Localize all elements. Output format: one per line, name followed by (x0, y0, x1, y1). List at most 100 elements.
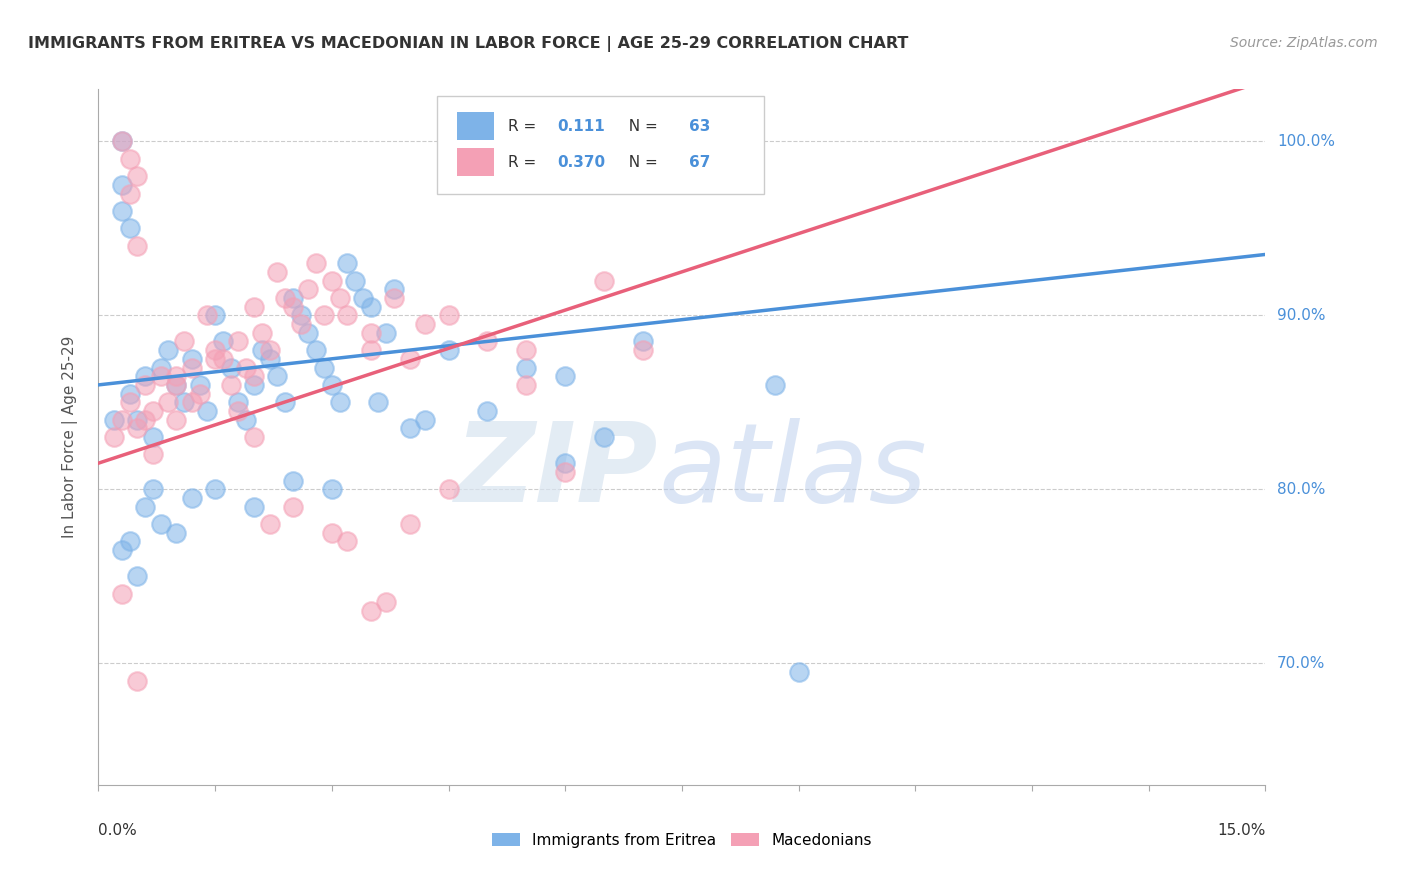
Point (188, 378, 211, 392)
Point (329, 395, 352, 409)
Point (515, 360, 537, 375)
Text: 0.111: 0.111 (557, 119, 605, 134)
Point (250, 343, 273, 358)
Point (593, 430, 616, 444)
Point (398, 517, 420, 532)
Point (127, 673, 149, 688)
Text: ZIP: ZIP (456, 418, 658, 525)
Y-axis label: In Labor Force | Age 25-29: In Labor Force | Age 25-29 (62, 336, 77, 538)
Point (290, 309, 312, 323)
Text: N =: N = (619, 154, 662, 169)
Point (118, 395, 141, 409)
Point (297, 282, 319, 296)
Text: 67: 67 (689, 154, 710, 169)
Legend: Immigrants from Eritrea, Macedonians: Immigrants from Eritrea, Macedonians (486, 827, 877, 854)
Point (321, 525, 343, 540)
Point (281, 291, 304, 305)
Text: 80.0%: 80.0% (1277, 482, 1326, 497)
Point (259, 343, 281, 358)
Point (631, 343, 654, 358)
Point (321, 274, 343, 288)
Point (243, 500, 266, 514)
Point (477, 404, 499, 418)
Point (297, 326, 319, 340)
Point (111, 135, 134, 149)
Point (336, 534, 359, 549)
Point (142, 404, 165, 418)
Point (157, 343, 180, 358)
Point (180, 491, 202, 505)
Point (593, 274, 616, 288)
Point (360, 604, 382, 618)
Point (149, 360, 172, 375)
Point (134, 413, 156, 427)
Point (281, 500, 304, 514)
Point (243, 369, 266, 384)
Point (212, 334, 235, 349)
Point (111, 587, 134, 601)
Point (165, 525, 187, 540)
Point (149, 517, 172, 532)
Text: atlas: atlas (658, 418, 927, 525)
FancyBboxPatch shape (457, 112, 494, 140)
Point (134, 378, 156, 392)
Point (204, 483, 226, 497)
Text: IMMIGRANTS FROM ERITREA VS MACEDONIAN IN LABOR FORCE | AGE 25-29 CORRELATION CHA: IMMIGRANTS FROM ERITREA VS MACEDONIAN IN… (28, 36, 908, 52)
Point (321, 483, 343, 497)
Point (266, 265, 288, 279)
Point (212, 351, 235, 366)
Point (329, 291, 352, 305)
Point (413, 317, 436, 331)
Point (134, 369, 156, 384)
Point (305, 256, 328, 270)
Point (149, 369, 172, 384)
Point (344, 274, 367, 288)
Point (188, 386, 211, 401)
Point (165, 369, 187, 384)
Point (173, 334, 195, 349)
Point (382, 282, 405, 296)
Point (165, 378, 187, 392)
Point (437, 483, 460, 497)
Point (243, 378, 266, 392)
Point (195, 404, 218, 418)
Point (290, 317, 312, 331)
Point (360, 343, 382, 358)
Point (111, 543, 134, 558)
Point (127, 413, 149, 427)
Text: 90.0%: 90.0% (1277, 308, 1326, 323)
Point (437, 309, 460, 323)
Text: 100.0%: 100.0% (1277, 134, 1336, 149)
Point (305, 343, 328, 358)
Point (204, 309, 226, 323)
Point (367, 395, 389, 409)
Point (219, 360, 242, 375)
Point (321, 378, 343, 392)
Point (787, 665, 810, 679)
Point (398, 421, 420, 435)
Text: R =: R = (508, 119, 541, 134)
Point (228, 404, 250, 418)
Point (118, 152, 141, 166)
Point (413, 413, 436, 427)
Point (127, 569, 149, 583)
Point (266, 369, 288, 384)
Point (127, 169, 149, 184)
Point (235, 360, 257, 375)
Point (118, 186, 141, 201)
Point (631, 334, 654, 349)
Text: 0.0%: 0.0% (98, 823, 138, 838)
Text: 70.0%: 70.0% (1277, 656, 1326, 671)
Point (274, 291, 297, 305)
Point (127, 239, 149, 253)
Point (312, 360, 335, 375)
Point (375, 595, 398, 609)
Point (165, 413, 187, 427)
Point (111, 135, 134, 149)
Point (375, 326, 398, 340)
Point (142, 430, 165, 444)
Point (259, 351, 281, 366)
Point (259, 517, 281, 532)
Point (142, 448, 165, 462)
Point (360, 300, 382, 314)
